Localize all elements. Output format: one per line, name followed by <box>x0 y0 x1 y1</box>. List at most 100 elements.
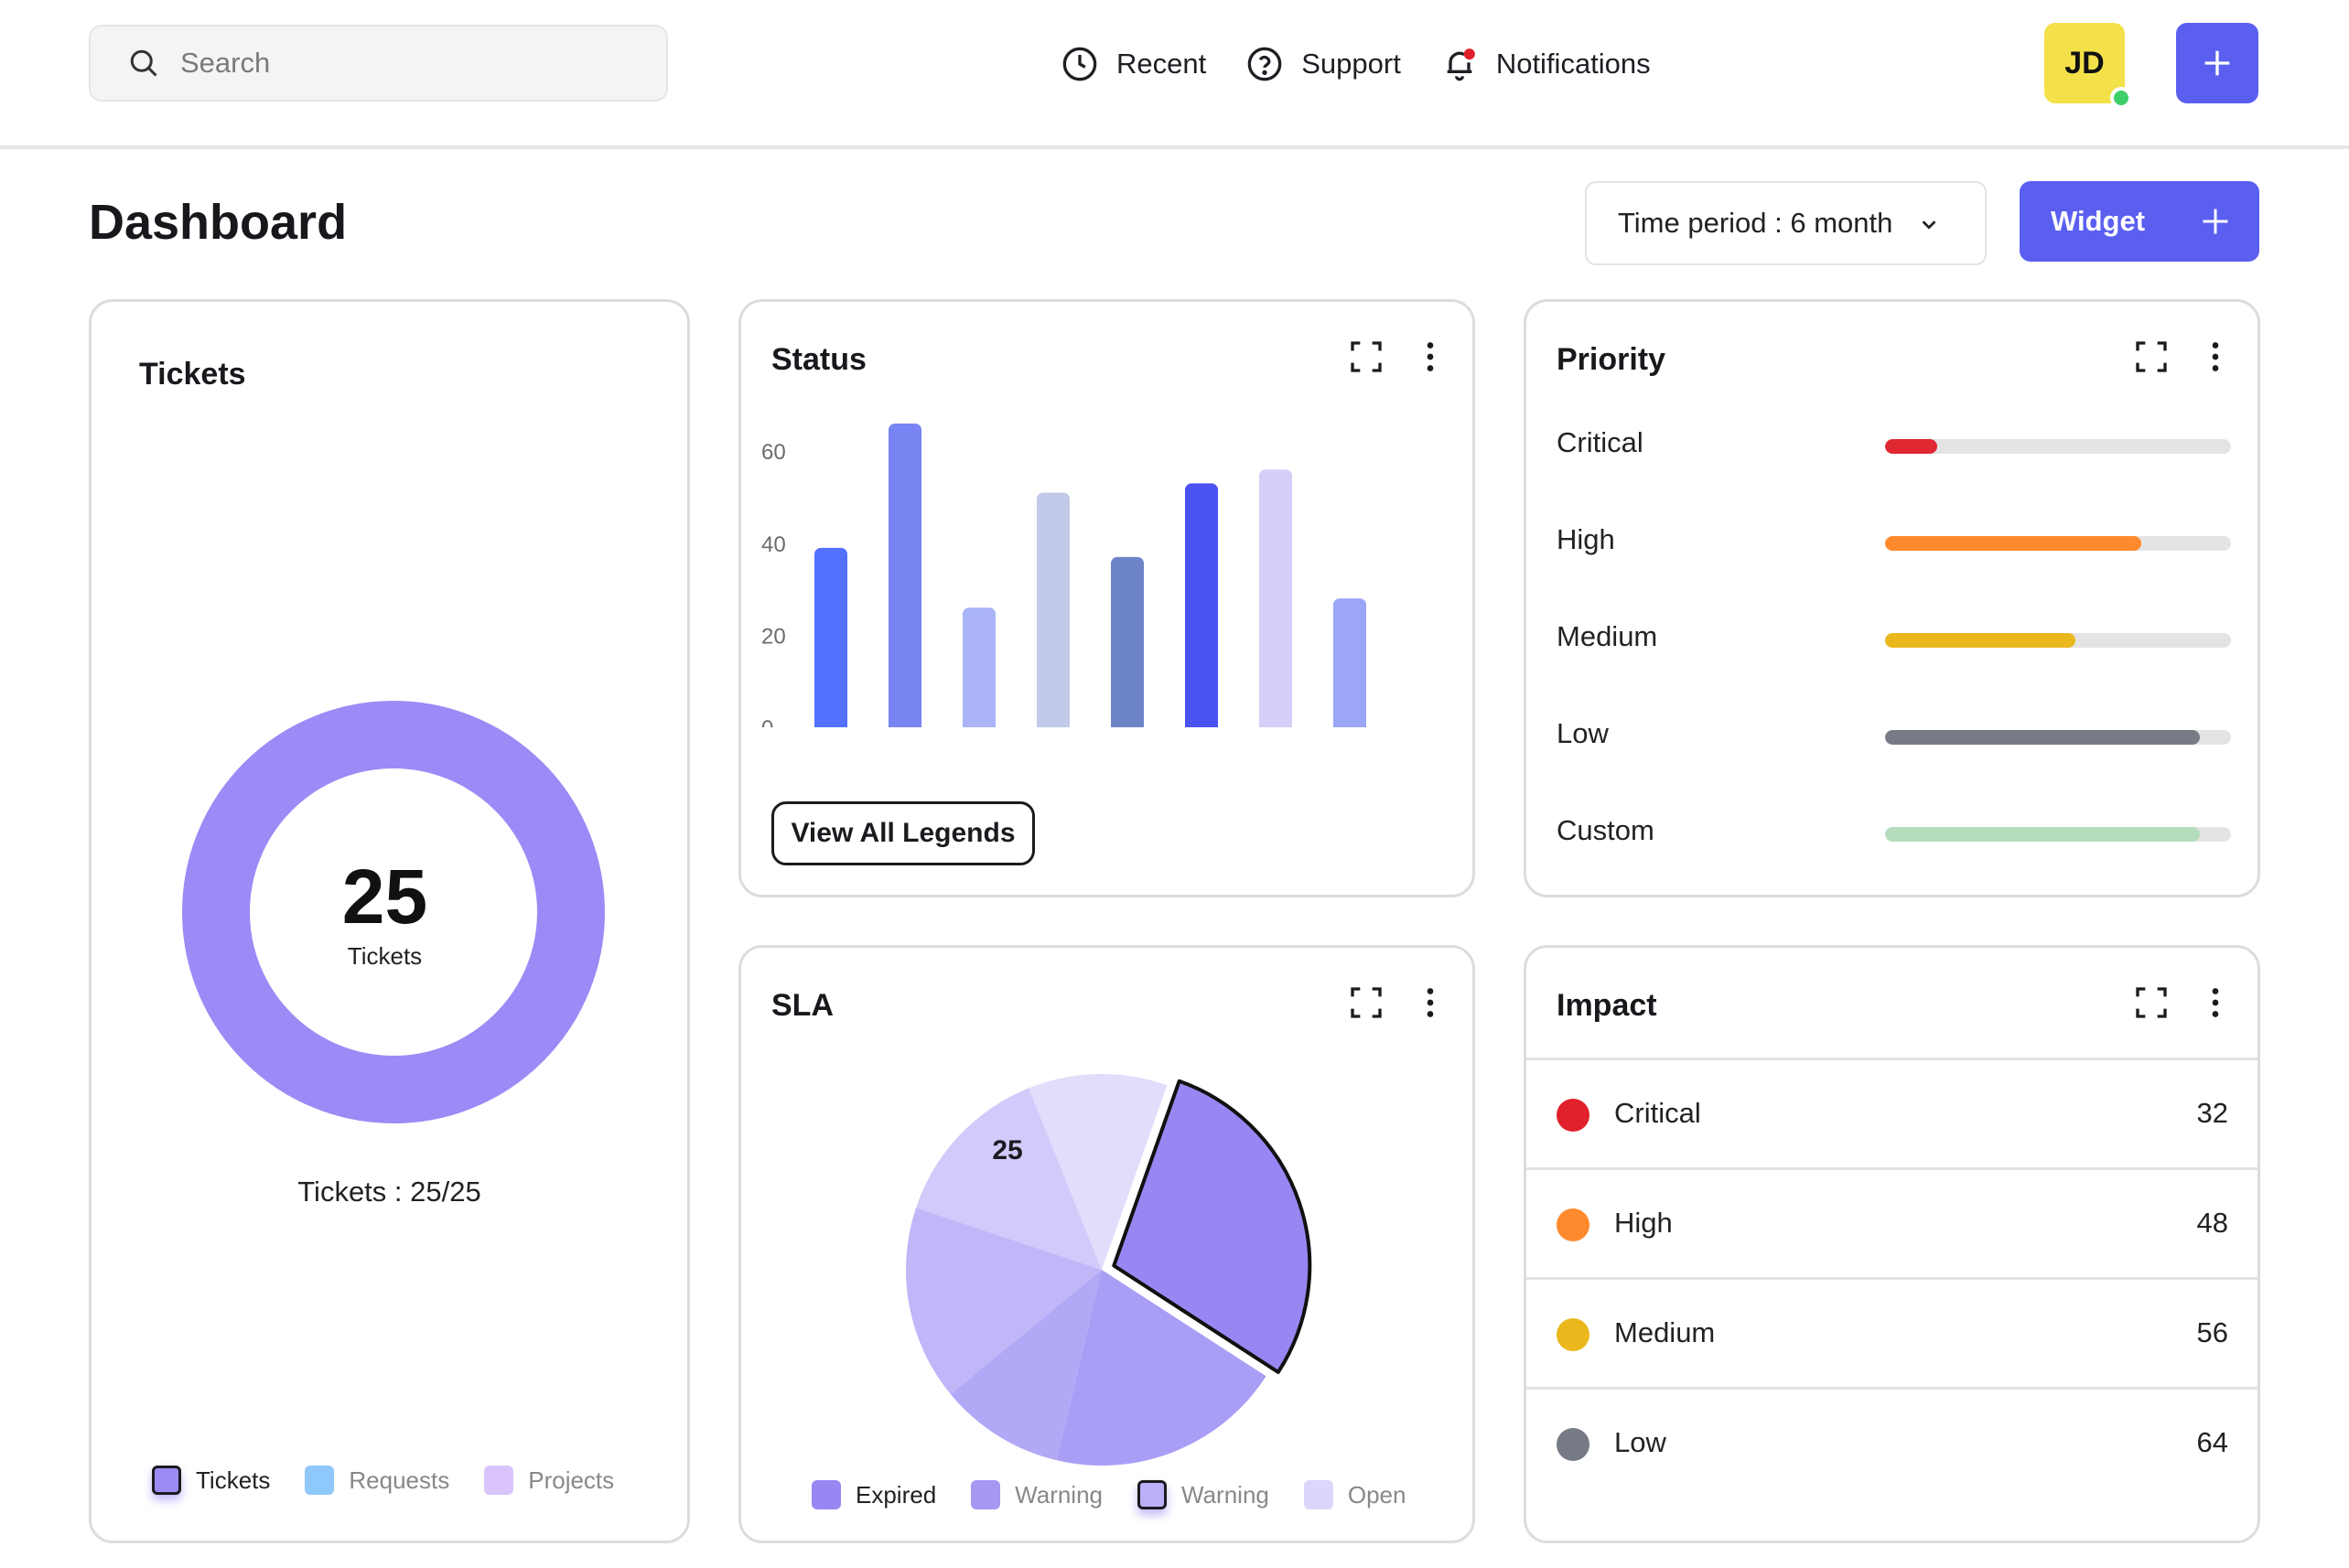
sla-legend: Expired Warning Warning Open <box>812 1480 1440 1509</box>
status-bar[interactable] <box>814 547 847 735</box>
sla-title: SLA <box>771 988 834 1023</box>
priority-row: Medium <box>1526 620 2257 662</box>
support-link[interactable]: Support <box>1246 46 1401 82</box>
status-bar[interactable] <box>1037 492 1070 735</box>
priority-progress-fill <box>1885 439 1937 454</box>
legend-swatch <box>305 1466 335 1495</box>
legend-item[interactable]: Warning <box>971 1480 1103 1509</box>
notifications-link[interactable]: Notifications <box>1441 46 1651 82</box>
expand-icon[interactable] <box>1348 984 1385 1021</box>
status-card: Status 0204060 View All Legends <box>738 299 1475 897</box>
impact-card: Impact Critical 32 High 48 Medium 56 Low 64 <box>1524 945 2260 1543</box>
legend-label: Warning <box>1181 1480 1269 1509</box>
legend-item[interactable]: Expired <box>812 1480 936 1509</box>
widget-label: Widget <box>2051 205 2146 237</box>
status-card-actions <box>1320 338 1449 375</box>
impact-label: Low <box>1614 1426 1666 1458</box>
sla-pie-slice[interactable] <box>916 1088 1102 1270</box>
avatar-initials: JD <box>2064 45 2105 81</box>
bell-icon <box>1447 48 1475 81</box>
search-input[interactable] <box>180 47 620 80</box>
impact-label: Medium <box>1614 1316 1716 1348</box>
sla-slice-label: 25 <box>992 1135 1022 1165</box>
y-tick-label: 60 <box>761 440 786 465</box>
search-box[interactable] <box>89 25 668 102</box>
legend-label: Expired <box>856 1480 937 1509</box>
expand-icon[interactable] <box>1348 338 1385 375</box>
priority-progress-fill <box>1885 827 2200 842</box>
time-period-dropdown[interactable]: Time period : 6 month <box>1585 181 1987 265</box>
expand-icon[interactable] <box>2133 338 2170 375</box>
status-bar[interactable] <box>963 607 996 735</box>
legend-swatch <box>1137 1480 1168 1509</box>
priority-title: Priority <box>1557 342 1666 377</box>
more-vertical-icon[interactable] <box>1412 984 1449 1021</box>
recent-link[interactable]: Recent <box>1061 46 1206 82</box>
priority-row: Custom <box>1526 814 2257 856</box>
chevron-down-icon <box>1922 220 1936 230</box>
donut-ring <box>182 701 605 1123</box>
tickets-card: Tickets 25 Tickets Tickets : 25/25 Ticke… <box>89 299 690 1543</box>
more-vertical-icon[interactable] <box>2197 984 2234 1021</box>
impact-dot <box>1557 1428 1589 1461</box>
support-label: Support <box>1301 48 1401 80</box>
expand-icon[interactable] <box>2133 984 2170 1021</box>
legend-item[interactable]: Requests <box>305 1466 449 1495</box>
view-all-legends-button[interactable]: View All Legends <box>771 801 1035 865</box>
impact-value: 56 <box>2196 1316 2228 1348</box>
status-bar[interactable] <box>1185 483 1218 735</box>
status-bar[interactable] <box>1333 598 1366 735</box>
impact-row[interactable]: Critical 32 <box>1526 1058 2257 1167</box>
sla-pie-slice[interactable] <box>1029 1074 1168 1270</box>
sla-pie-slice[interactable] <box>950 1270 1102 1461</box>
add-widget-button[interactable]: Widget <box>2020 181 2259 262</box>
priority-progress-fill <box>1885 633 2075 648</box>
sla-pie-chart: 25 <box>906 1074 1312 1466</box>
legend-label: Warning <box>1015 1480 1104 1509</box>
more-vertical-icon[interactable] <box>1412 338 1449 375</box>
priority-progress-track <box>1885 730 2231 745</box>
priority-progress-fill <box>1885 730 2200 745</box>
impact-row[interactable]: Low 64 <box>1526 1387 2257 1487</box>
impact-dot <box>1557 1099 1589 1132</box>
impact-value: 64 <box>2196 1426 2228 1458</box>
clock-icon <box>1062 47 1097 81</box>
impact-label: Critical <box>1614 1097 1701 1129</box>
status-bar[interactable] <box>889 424 921 735</box>
legend-swatch <box>812 1480 841 1509</box>
priority-progress-track <box>1885 536 2231 551</box>
donut-gap <box>457 912 521 917</box>
impact-title: Impact <box>1557 988 1657 1023</box>
priority-row: Low <box>1526 717 2257 759</box>
sla-pie-slice[interactable] <box>906 1208 1102 1395</box>
sla-pie-slice[interactable] <box>1056 1270 1266 1466</box>
page-title: Dashboard <box>89 195 348 250</box>
legend-item[interactable]: Warning <box>1137 1480 1269 1509</box>
tickets-center-value: 25 <box>341 854 428 940</box>
priority-label: Custom <box>1557 814 1654 846</box>
sla-card-actions <box>1320 984 1449 1021</box>
priority-progress-track <box>1885 439 2231 454</box>
notifications-label: Notifications <box>1495 48 1651 80</box>
priority-row: High <box>1526 523 2257 565</box>
more-vertical-icon[interactable] <box>2197 338 2234 375</box>
priority-label: Critical <box>1557 426 1643 458</box>
add-button[interactable] <box>2176 23 2258 103</box>
legend-item[interactable]: Tickets <box>152 1466 270 1495</box>
priority-card: Priority Critical High Medium Low Custom <box>1524 299 2260 897</box>
priority-label: Medium <box>1557 620 1658 652</box>
impact-row[interactable]: High 48 <box>1526 1167 2257 1277</box>
sla-pie-slice[interactable] <box>1112 1079 1312 1374</box>
tickets-title: Tickets <box>139 357 246 392</box>
status-bar[interactable] <box>1259 469 1292 735</box>
status-bar[interactable] <box>1111 556 1144 735</box>
priority-label: Low <box>1557 717 1609 749</box>
impact-value: 32 <box>2196 1097 2228 1129</box>
online-status-indicator <box>2110 87 2132 109</box>
legend-item[interactable]: Projects <box>484 1466 614 1495</box>
legend-swatch <box>1303 1480 1333 1509</box>
impact-row[interactable]: Medium 56 <box>1526 1277 2257 1387</box>
user-avatar[interactable]: JD <box>2044 23 2132 109</box>
legend-item[interactable]: Open <box>1303 1480 1406 1509</box>
search-icon <box>130 49 157 77</box>
